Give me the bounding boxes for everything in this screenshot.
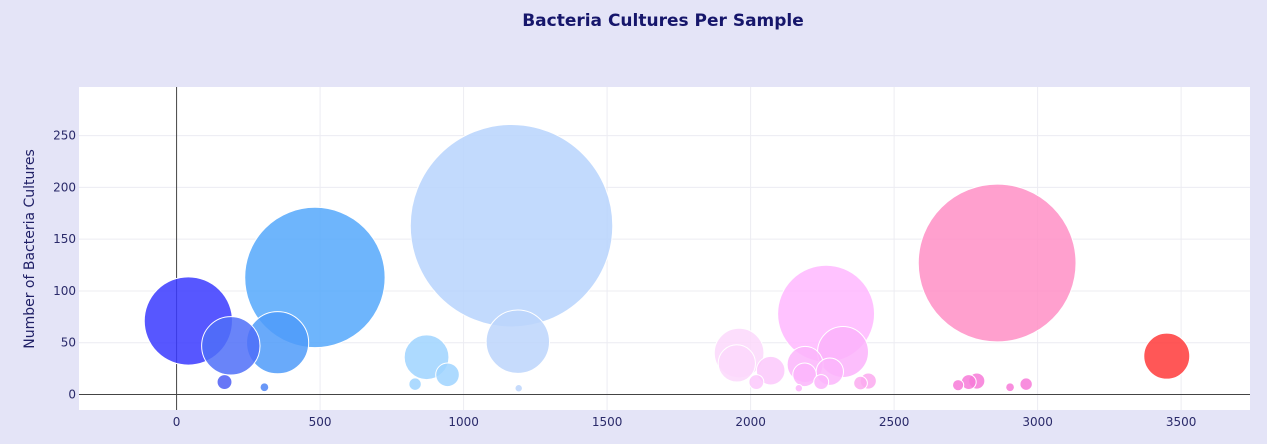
x-tick-label: 3500 xyxy=(1166,415,1197,429)
x-tick-label: 0 xyxy=(173,415,181,429)
y-axis-label: Number of Bacteria Cultures xyxy=(22,149,38,349)
y-tick-label: 250 xyxy=(53,129,76,143)
chart-title: Bacteria Cultures Per Sample xyxy=(522,11,804,31)
bubble xyxy=(1143,332,1191,380)
bubble xyxy=(514,384,523,393)
y-tick-label: 50 xyxy=(61,336,76,350)
y-axis-ticks: 0 50 100 150 200 250 xyxy=(53,129,76,402)
y-tick-label: 200 xyxy=(53,180,76,194)
y-tick-label: 100 xyxy=(53,284,76,298)
bubble xyxy=(435,362,460,388)
x-tick-label: 2000 xyxy=(735,415,766,429)
bubble xyxy=(755,355,786,386)
bubble xyxy=(1019,377,1033,391)
bubble xyxy=(409,123,614,328)
y-tick-label: 150 xyxy=(53,232,76,246)
x-tick-label: 2500 xyxy=(879,415,910,429)
x-tick-label: 3000 xyxy=(1022,415,1053,429)
bubble xyxy=(259,382,270,393)
bubbles xyxy=(143,123,1191,393)
x-axis-ticks: 0 500 1000 1500 2000 2500 3000 3500 xyxy=(173,415,1197,429)
bubble xyxy=(917,183,1077,343)
bubble xyxy=(792,362,817,388)
bubble xyxy=(1005,382,1015,393)
x-tick-label: 1500 xyxy=(592,415,623,429)
bubble xyxy=(485,309,551,374)
bubble xyxy=(748,374,765,391)
bubble xyxy=(952,379,965,392)
bubble xyxy=(201,316,261,376)
bubble xyxy=(813,374,830,391)
bubble xyxy=(408,377,422,391)
bubble xyxy=(717,344,756,383)
x-tick-label: 1000 xyxy=(448,415,479,429)
x-tick-label: 500 xyxy=(309,415,332,429)
bubble xyxy=(794,384,804,393)
bubble xyxy=(853,375,868,391)
bubble xyxy=(216,374,233,391)
y-tick-label: 0 xyxy=(68,387,76,401)
